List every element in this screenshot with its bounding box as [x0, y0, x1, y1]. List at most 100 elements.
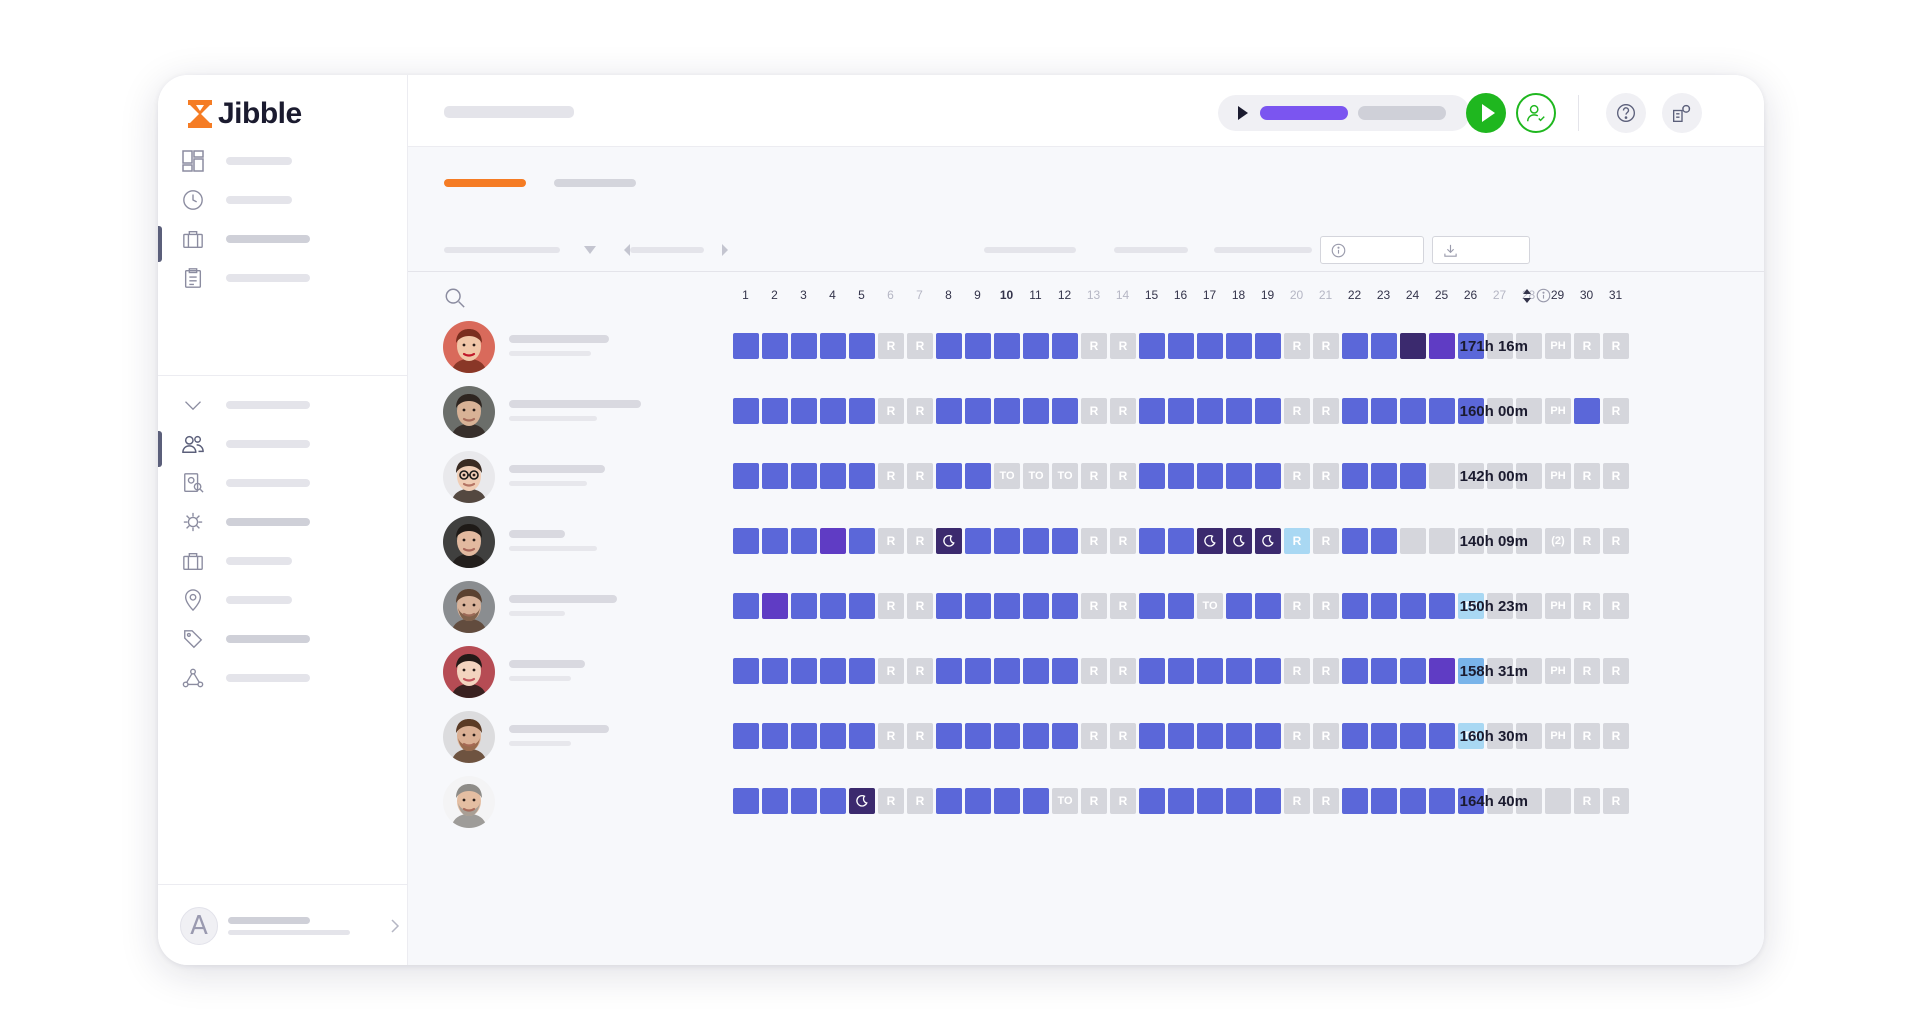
work-day-cell[interactable]: [1255, 463, 1281, 489]
work-day-cell[interactable]: [1400, 658, 1426, 684]
work-day-cell[interactable]: [1023, 593, 1049, 619]
employee-name-placeholder[interactable]: [509, 465, 605, 473]
empty-day-cell[interactable]: [1516, 788, 1542, 814]
work-day-cell[interactable]: [1342, 723, 1368, 749]
prev-month-icon[interactable]: [624, 244, 630, 256]
work-day-cell[interactable]: [936, 723, 962, 749]
rest-day-cell[interactable]: R: [1603, 788, 1629, 814]
next-month-icon[interactable]: [722, 244, 728, 256]
work-day-cell[interactable]: [1371, 398, 1397, 424]
rest-day-cell[interactable]: R: [1110, 788, 1136, 814]
work-day-cell[interactable]: [965, 528, 991, 554]
work-day-cell[interactable]: [965, 333, 991, 359]
work-day-cell[interactable]: [1226, 658, 1252, 684]
work-day-cell[interactable]: [791, 788, 817, 814]
work-day-cell[interactable]: [1168, 463, 1194, 489]
work-day-cell[interactable]: [820, 593, 846, 619]
work-day-cell[interactable]: [994, 398, 1020, 424]
work-day-cell[interactable]: [1226, 333, 1252, 359]
night-shift-cell[interactable]: [936, 528, 962, 554]
work-day-cell[interactable]: [965, 398, 991, 424]
rest-day-cell[interactable]: R: [1313, 333, 1339, 359]
work-day-cell[interactable]: [1052, 723, 1078, 749]
work-day-cell[interactable]: [1139, 333, 1165, 359]
work-day-cell[interactable]: [820, 463, 846, 489]
timer-widget[interactable]: [1218, 95, 1470, 131]
work-day-cell[interactable]: [994, 593, 1020, 619]
rest-day-cell[interactable]: R: [1603, 463, 1629, 489]
work-day-cell[interactable]: [1197, 788, 1223, 814]
work-day-cell[interactable]: [965, 723, 991, 749]
work-day-cell[interactable]: [1429, 398, 1455, 424]
work-day-cell[interactable]: [849, 658, 875, 684]
rest-day-cell[interactable]: R: [1284, 723, 1310, 749]
work-day-cell[interactable]: [1139, 788, 1165, 814]
night-shift-cell[interactable]: [1255, 528, 1281, 554]
work-day-cell[interactable]: [1574, 398, 1600, 424]
sidebar-item-member-search[interactable]: [158, 463, 408, 502]
work-day-cell[interactable]: [1168, 723, 1194, 749]
work-day-cell[interactable]: [1255, 723, 1281, 749]
work-day-cell[interactable]: [936, 463, 962, 489]
work-day-cell[interactable]: [1342, 398, 1368, 424]
work-day-cell[interactable]: [1400, 723, 1426, 749]
empty-day-cell[interactable]: [1487, 723, 1513, 749]
rest-day-cell[interactable]: R: [1081, 398, 1107, 424]
rest-day-cell[interactable]: R: [1603, 333, 1629, 359]
work-day-cell[interactable]: [1139, 528, 1165, 554]
work-day-cell[interactable]: [820, 723, 846, 749]
multi-entry-cell[interactable]: (2): [1545, 528, 1571, 554]
work-day-cell[interactable]: [994, 658, 1020, 684]
work-day-cell[interactable]: [1342, 593, 1368, 619]
work-day-cell[interactable]: [791, 398, 817, 424]
work-day-cell[interactable]: [820, 398, 846, 424]
employee-row[interactable]: R R R R R R PH R R 158h 31m: [408, 632, 1764, 712]
rest-day-cell[interactable]: R: [1313, 593, 1339, 619]
sidebar-section-toggle[interactable]: [158, 385, 408, 424]
sidebar-item-locations[interactable]: [158, 580, 408, 619]
work-day-cell[interactable]: [1400, 593, 1426, 619]
work-day-cell[interactable]: [1168, 658, 1194, 684]
employee-row[interactable]: R R R R R R PH R 160h 00m: [408, 372, 1764, 452]
avatar[interactable]: [443, 711, 495, 763]
rest-day-cell[interactable]: R: [1110, 593, 1136, 619]
empty-day-cell[interactable]: [1458, 528, 1484, 554]
work-day-cell[interactable]: [791, 723, 817, 749]
caret-down-icon[interactable]: [584, 246, 596, 254]
work-day-cell[interactable]: [1023, 528, 1049, 554]
rest-day-cell[interactable]: R: [1574, 333, 1600, 359]
work-day-cell[interactable]: [965, 658, 991, 684]
jibble-logo[interactable]: Jibble: [186, 97, 302, 131]
avatar[interactable]: [443, 646, 495, 698]
work-day-cell[interactable]: [994, 528, 1020, 554]
rest-day-cell[interactable]: R: [1081, 658, 1107, 684]
empty-day-cell[interactable]: [1487, 463, 1513, 489]
rest-day-cell[interactable]: R: [1574, 463, 1600, 489]
rest-day-cell[interactable]: R: [907, 398, 933, 424]
avatar[interactable]: [443, 386, 495, 438]
rest-day-cell[interactable]: R: [1081, 723, 1107, 749]
work-day-cell[interactable]: [820, 658, 846, 684]
work-day-cell[interactable]: [1342, 788, 1368, 814]
work-day-cell[interactable]: [1400, 788, 1426, 814]
work-day-cell[interactable]: [1139, 398, 1165, 424]
work-day-cell[interactable]: [1197, 658, 1223, 684]
rest-day-cell[interactable]: R: [878, 723, 904, 749]
rest-day-cell[interactable]: R: [1110, 463, 1136, 489]
overtime-day-cell[interactable]: [820, 528, 846, 554]
work-day-cell[interactable]: [1255, 788, 1281, 814]
rest-day-cell[interactable]: R: [907, 788, 933, 814]
rest-day-cell[interactable]: R: [1284, 333, 1310, 359]
rest-day-cell[interactable]: R: [878, 398, 904, 424]
work-day-cell[interactable]: [936, 788, 962, 814]
rest-day-cell[interactable]: R: [1603, 593, 1629, 619]
employee-row[interactable]: R R R R TO R R TO PH R R 150h 23m: [408, 567, 1764, 647]
work-day-cell[interactable]: [1429, 593, 1455, 619]
employee-row[interactable]: R R TO TO TO R R R R PH R R 142h 00m: [408, 437, 1764, 517]
employee-row[interactable]: R R TO R R R R R R 164h 40m: [408, 762, 1764, 842]
rest-day-cell[interactable]: R: [1284, 788, 1310, 814]
work-day-cell[interactable]: [762, 463, 788, 489]
overtime-day-cell[interactable]: [1429, 333, 1455, 359]
work-day-cell[interactable]: [1168, 398, 1194, 424]
empty-day-cell[interactable]: [1487, 528, 1513, 554]
